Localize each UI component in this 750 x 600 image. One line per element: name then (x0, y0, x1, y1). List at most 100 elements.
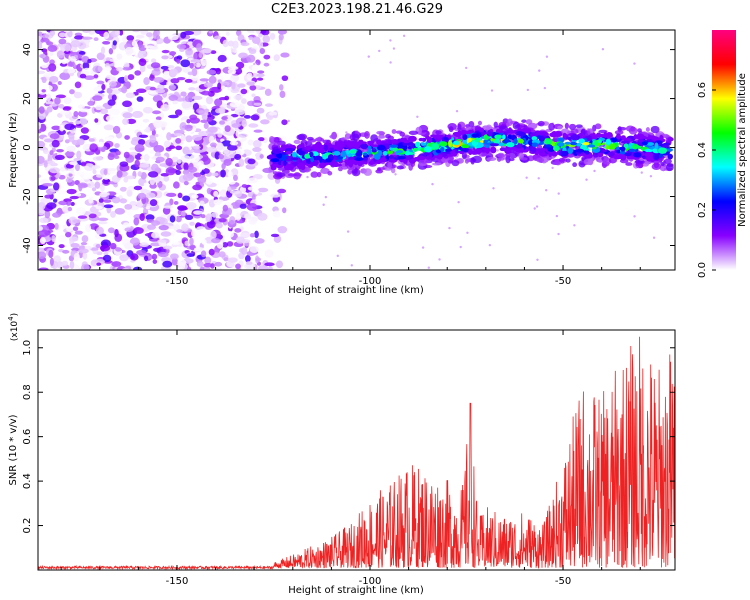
heatmap-cell (576, 148, 585, 153)
heatmap-cell (625, 162, 633, 166)
heatmap-cell (107, 167, 117, 172)
heatmap-cell (161, 55, 169, 60)
heatmap-cell (249, 233, 256, 238)
heatmap-cell (93, 37, 99, 42)
heatmap-cell (238, 158, 245, 167)
heatmap-cell (557, 232, 560, 236)
heatmap-cell (268, 111, 278, 116)
heatmap-cell (323, 144, 329, 152)
heatmap-cell (112, 125, 121, 134)
heatmap-cell (193, 148, 204, 154)
heatmap-cell (134, 111, 139, 118)
heatmap-cell (269, 136, 275, 142)
heatmap-cell (255, 59, 261, 66)
heatmap-cell (240, 88, 248, 95)
heatmap-cell (149, 86, 156, 91)
heatmap-cell (316, 156, 321, 161)
heatmap-cell (215, 67, 222, 75)
heatmap-cell (49, 150, 54, 156)
heatmap-cell (146, 224, 157, 230)
heatmap-cell (150, 242, 161, 247)
heatmap-cell (373, 153, 381, 160)
heatmap-cell (96, 80, 105, 85)
heatmap-cell (233, 174, 238, 182)
heatmap-cell (107, 58, 119, 62)
heatmap-cell (80, 127, 89, 134)
heatmap-cell (486, 131, 493, 137)
heatmap-cell (99, 184, 105, 192)
heatmap-cell (41, 89, 46, 93)
heatmap-cell (416, 115, 419, 118)
heatmap-cell (560, 159, 565, 164)
heatmap-cell (38, 121, 42, 130)
heatmap-cell (235, 212, 241, 221)
heatmap-cell (140, 188, 149, 193)
heatmap-cell (360, 143, 369, 150)
heatmap-cell (216, 267, 222, 270)
heatmap-cell (45, 101, 55, 105)
heatmap-cell (186, 266, 192, 270)
heatmap-cell (264, 249, 274, 258)
heatmap-cell (193, 247, 205, 252)
heatmap-cell (539, 132, 547, 135)
heatmap-cell (92, 169, 97, 175)
heatmap-cell (206, 187, 212, 195)
heatmap-cell (645, 127, 650, 132)
heatmap-cell (505, 155, 511, 164)
heatmap-cell (257, 212, 268, 221)
heatmap-cell (229, 101, 241, 108)
heatmap-cell (173, 181, 180, 189)
heatmap-cell (171, 241, 180, 246)
heatmap-cell (77, 182, 88, 189)
heatmap-cell (567, 147, 574, 155)
heatmap-cell (399, 131, 406, 137)
heatmap-cell (234, 109, 246, 116)
heatmap-cell (119, 254, 128, 259)
heatmap-cell (225, 31, 230, 36)
heatmap-cell (93, 86, 103, 92)
heatmap-cell (73, 91, 83, 99)
heatmap-cell (190, 59, 202, 63)
heatmap-cell (206, 69, 217, 75)
heatmap-cell (447, 123, 457, 131)
heatmap-cell (182, 195, 191, 202)
heatmap-cell (391, 129, 397, 134)
heatmap-cell (124, 227, 134, 232)
heatmap-cell (296, 162, 305, 169)
heatmap-cell (66, 145, 76, 152)
heatmap-cell (461, 147, 470, 153)
heatmap-cell (222, 39, 229, 48)
heatmap-cell (256, 77, 264, 81)
heatmap-cell (162, 245, 173, 250)
heatmap-cell (370, 134, 379, 142)
heatmap-cell (75, 192, 82, 197)
heatmap-cell (376, 139, 382, 145)
heatmap-cell (149, 135, 157, 143)
heatmap-cell (189, 62, 194, 69)
heatmap-cell (229, 141, 239, 146)
heatmap-cell (472, 155, 483, 164)
heatmap-cell (454, 149, 459, 154)
heatmap-cell (43, 84, 53, 91)
heatmap-cell (69, 195, 79, 200)
heatmap-cell (565, 158, 571, 163)
heatmap-cell (133, 266, 143, 270)
heatmap-cell (169, 215, 176, 223)
heatmap-cell (114, 208, 126, 215)
heatmap-cell (506, 142, 515, 148)
heatmap-cell (143, 106, 154, 114)
heatmap-cell (80, 161, 87, 167)
heatmap-cell (119, 198, 128, 204)
heatmap-cell (214, 98, 223, 107)
heatmap-cell (246, 203, 258, 211)
heatmap-cell (231, 81, 236, 90)
heatmap-cell (647, 139, 653, 142)
heatmap-cell (149, 177, 156, 186)
heatmap-cell (177, 192, 183, 199)
heatmap-cell (633, 152, 642, 158)
heatmap-cell (499, 147, 507, 152)
heatmap-cell (606, 132, 612, 139)
heatmap-cell (394, 173, 397, 176)
heatmap-cell (282, 207, 287, 214)
heatmap-cell (572, 162, 578, 168)
